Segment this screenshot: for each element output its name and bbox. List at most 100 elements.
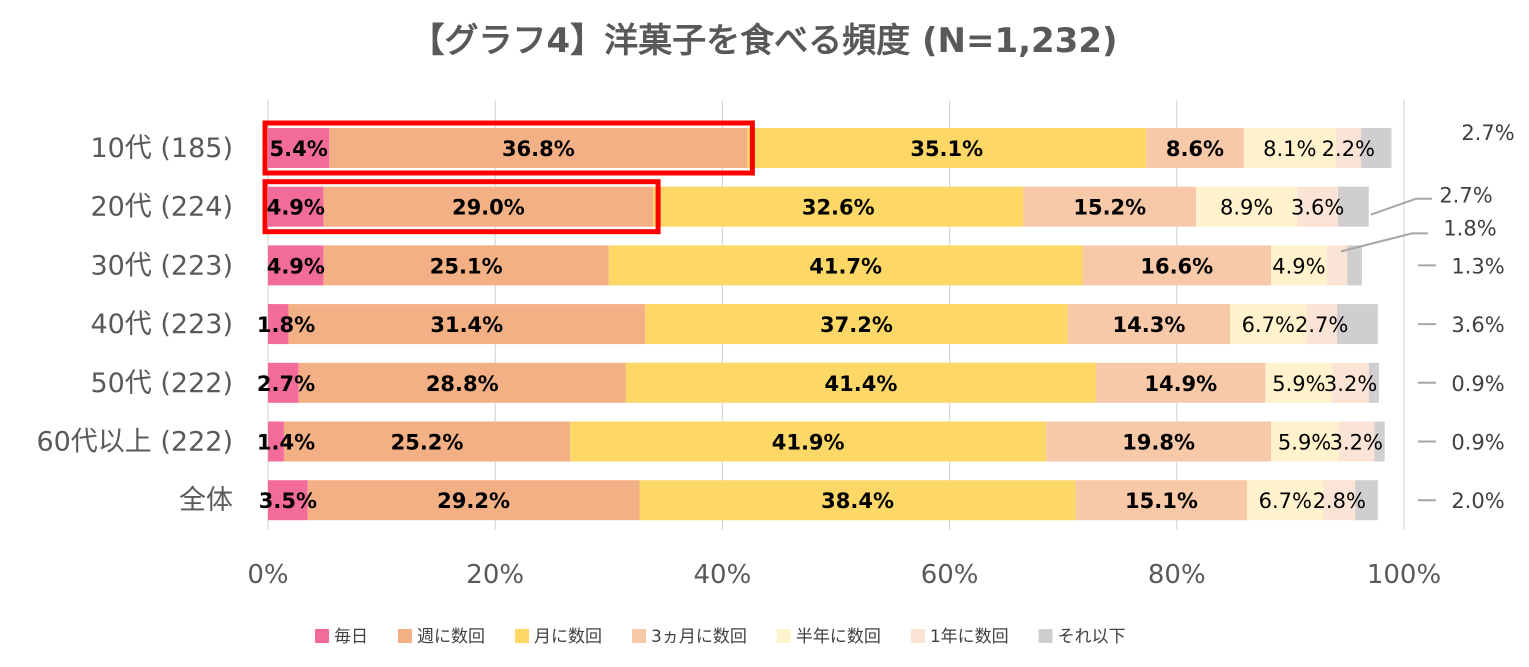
legend-swatch: [1038, 629, 1053, 643]
data-labels: 5.4% 36.8% 35.1% 8.6% 8.1% 2.2% 2.7% 4.9% 29.0% 3…: [257, 121, 1515, 513]
data-label: 32.6%: [802, 196, 875, 220]
x-axis-ticks: 0% 20% 40% 60% 80% 100%: [247, 560, 1441, 590]
bar-segment: [1297, 186, 1339, 227]
bar-segment: [1374, 421, 1385, 462]
bar-segment: [1347, 245, 1362, 286]
x-tick-label: 60%: [921, 560, 979, 590]
bar-segment: [1023, 186, 1197, 227]
bar-segment: [323, 186, 654, 227]
category-label: 60代以上 (222): [36, 427, 233, 458]
bar-segment: [1271, 421, 1339, 462]
legend-swatch: [910, 629, 925, 643]
category-label: 50代 (222): [90, 368, 233, 399]
category-labels: 10代 (185) 20代 (224) 30代 (223) 40代 (223) 50代 …: [36, 133, 233, 516]
bars: [268, 128, 1392, 521]
chart-title: 【グラフ4】洋菓子を食べる頻度 (N=1,232): [410, 21, 1117, 61]
category-label: 30代 (223): [90, 250, 233, 281]
data-label: 3.5%: [259, 489, 317, 513]
legend-swatch: [398, 629, 412, 643]
data-label: 5.9%: [1278, 431, 1331, 455]
data-label: 4.9%: [1272, 254, 1325, 278]
legend-swatch: [776, 629, 791, 643]
bar-segment: [1360, 128, 1392, 168]
bar-segment: [288, 304, 646, 345]
highlight-boxes: [262, 120, 755, 235]
bar-segment: [268, 304, 289, 345]
bar-segment: [1332, 362, 1369, 403]
data-label: 2.2%: [1322, 137, 1375, 161]
bar-segment: [307, 480, 640, 521]
data-label: 3.6%: [1451, 313, 1504, 337]
data-label: 0.9%: [1451, 431, 1504, 455]
x-tick-label: 80%: [1148, 560, 1206, 590]
bar-segment: [1243, 128, 1336, 168]
legend-label: 1年に数回: [930, 627, 1009, 647]
leader-line: [1370, 197, 1432, 216]
legend-label: 3ヵ月に数回: [651, 627, 747, 647]
data-label: 28.8%: [426, 372, 499, 396]
bar-segment: [1075, 480, 1248, 521]
data-label: 41.4%: [825, 372, 898, 396]
bar-segment: [1355, 480, 1378, 521]
data-label: 36.8%: [502, 137, 575, 161]
data-label: 19.8%: [1122, 431, 1195, 455]
x-tick-label: 100%: [1367, 560, 1441, 590]
data-label: 14.3%: [1113, 313, 1186, 337]
bar-segment: [645, 304, 1068, 345]
bar-segment: [268, 245, 324, 286]
data-label: 29.2%: [437, 489, 510, 513]
data-label: 5.4%: [270, 137, 328, 161]
data-label: 1.8%: [257, 313, 315, 337]
data-label: 25.2%: [391, 431, 464, 455]
bar-segment: [625, 362, 1097, 403]
bar-segment: [1326, 245, 1348, 286]
data-label: 1.8%: [1443, 216, 1496, 240]
bar-segment: [268, 480, 308, 521]
data-label: 2.7%: [1295, 313, 1348, 337]
x-tick-label: 20%: [466, 560, 524, 590]
legend-label: 月に数回: [534, 627, 602, 647]
data-label: 35.1%: [910, 137, 983, 161]
data-label: 4.9%: [267, 196, 325, 220]
legend-swatch: [632, 629, 646, 643]
data-label: 8.1%: [1263, 137, 1316, 161]
data-label: 2.7%: [1461, 121, 1514, 145]
data-label: 31.4%: [430, 313, 503, 337]
bar-segment: [1368, 362, 1380, 403]
x-tick-label: 0%: [247, 560, 288, 590]
bar-segment: [1096, 362, 1266, 403]
bar-segment: [1323, 480, 1356, 521]
bar-segment: [608, 245, 1083, 286]
legend-label: 半年に数回: [796, 627, 881, 647]
data-label: 41.7%: [809, 254, 882, 278]
data-label: 8.9%: [1220, 196, 1273, 220]
data-label: 29.0%: [452, 196, 525, 220]
data-label: 0.9%: [1451, 372, 1504, 396]
legend-label: それ以下: [1058, 627, 1126, 647]
bar-segment: [1046, 421, 1272, 462]
data-label: 6.7%: [1259, 489, 1312, 513]
category-label: 全体: [179, 485, 233, 516]
data-label: 37.2%: [820, 313, 893, 337]
data-label: 15.2%: [1073, 196, 1146, 220]
bar-segment: [1338, 421, 1375, 462]
bar-segment: [298, 362, 626, 403]
data-label: 5.9%: [1272, 372, 1325, 396]
x-tick-label: 40%: [694, 560, 752, 590]
data-label: 2.7%: [1439, 184, 1492, 208]
data-label: 2.7%: [257, 372, 315, 396]
data-label: 16.6%: [1140, 254, 1213, 278]
bar-segment: [1082, 245, 1272, 286]
legend: 毎日 週に数回 月に数回 3ヵ月に数回 半年に数回 1年に数回 それ以下: [315, 627, 1126, 647]
bar-segment: [268, 128, 330, 168]
category-label: 10代 (185): [90, 133, 233, 164]
data-label: 15.1%: [1125, 489, 1198, 513]
data-label: 2.8%: [1313, 489, 1366, 513]
bar-segment: [1247, 480, 1324, 521]
data-label: 41.9%: [772, 431, 845, 455]
bar-segment: [639, 480, 1076, 521]
highlight-box: [262, 179, 661, 235]
bar-segment: [1067, 304, 1231, 345]
leader-line: [1340, 232, 1428, 253]
legend-label: 毎日: [334, 627, 368, 647]
